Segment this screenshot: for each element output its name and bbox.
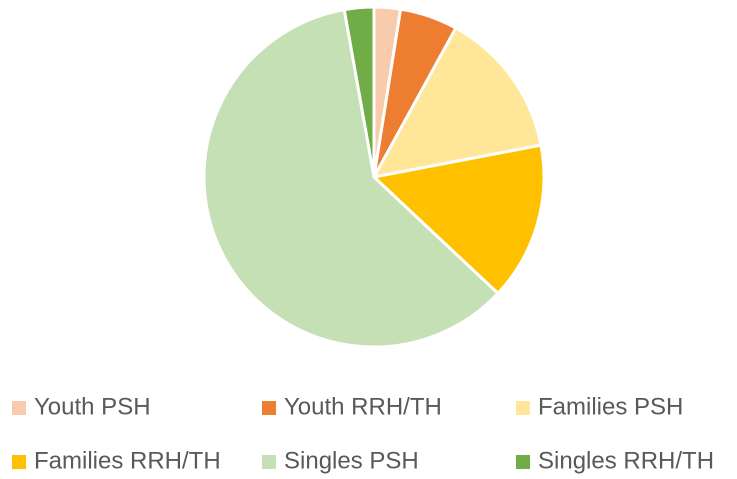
- pie-slice: [342, 5, 376, 178]
- pie-slice: [370, 143, 546, 296]
- legend-label: Families RRH/TH: [34, 447, 221, 474]
- legend-swatch: [516, 455, 530, 469]
- legend-swatch: [262, 401, 276, 415]
- legend-label: Families PSH: [538, 393, 683, 420]
- pie-slice: [371, 25, 543, 180]
- legend-swatch: [262, 455, 276, 469]
- legend-label: Youth PSH: [34, 393, 151, 420]
- legend-swatch: [12, 455, 26, 469]
- legend-label: Singles PSH: [284, 447, 419, 474]
- legend-label: Youth RRH/TH: [284, 393, 442, 420]
- legend-label: Singles RRH/TH: [538, 447, 714, 474]
- pie-slice: [202, 7, 501, 349]
- legend-swatch: [12, 401, 26, 415]
- legend-swatch: [516, 401, 530, 415]
